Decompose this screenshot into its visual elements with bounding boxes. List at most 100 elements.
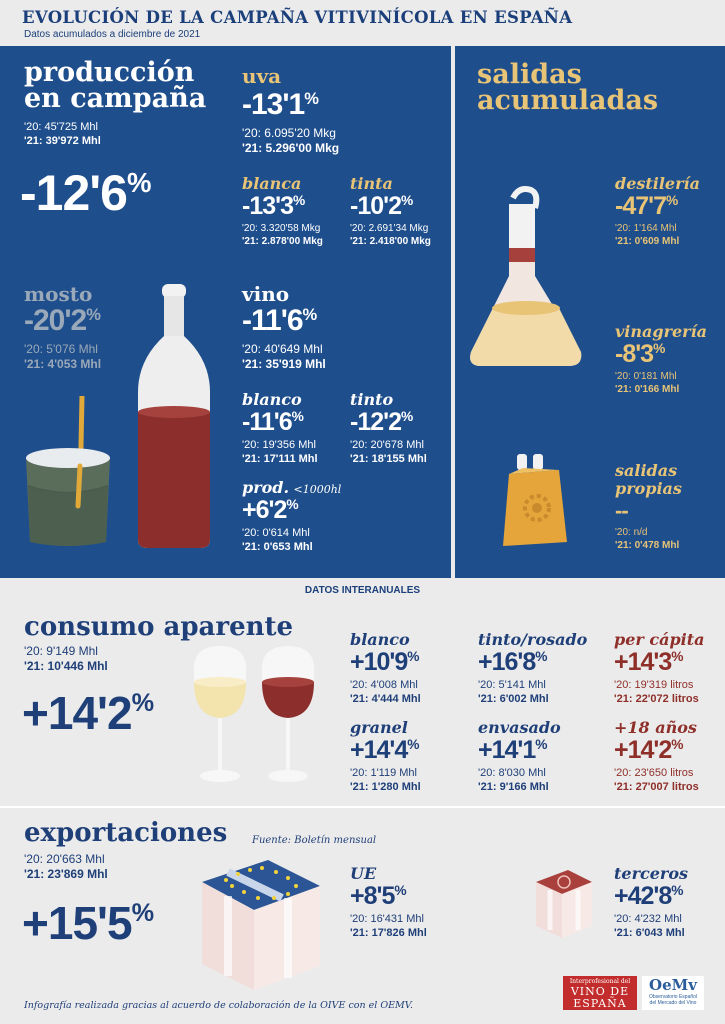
mosto-glass-illustration [26, 396, 110, 546]
consumo-blanco-y21: '21: 4'444 Mhl [350, 693, 421, 705]
pct-sign: % [304, 89, 319, 108]
granel-label: granel [350, 718, 408, 737]
pct-sign: % [394, 883, 406, 899]
pct-sign: % [653, 341, 665, 357]
section-divider [0, 806, 725, 808]
mayores18-change-value: +14'2 [614, 736, 672, 764]
vino-blanco-label: blanco [242, 390, 302, 409]
destileria-y21: '21: 0'609 Mhl [615, 236, 680, 247]
vino-change-value: -11'6 [242, 304, 304, 337]
uva-tinta-y20: '20: 2.691'34 Mkg [350, 223, 429, 234]
pct-sign: % [535, 737, 547, 753]
pct-sign: % [400, 193, 413, 209]
oive-logo-line3: ESPAÑA [573, 997, 627, 1010]
wine-glasses-illustration [193, 646, 315, 782]
prod-small-change-value: +6'2 [242, 496, 287, 524]
consumo-tinto-change: +16'8% [478, 648, 548, 677]
exportaciones-y21: '21: 23'869 Mhl [24, 867, 108, 881]
mayores18-change: +14'2% [614, 736, 684, 765]
pct-sign: % [131, 688, 154, 717]
produccion-change-value: -12'6 [20, 165, 128, 221]
distillation-flask-illustration [470, 186, 582, 366]
consumo-tinto-label: tinto/rosado [478, 630, 588, 649]
terceros-box-illustration [536, 870, 592, 938]
pct-sign: % [131, 898, 154, 927]
mosto-label: mosto [24, 282, 93, 306]
consumo-tinto-change-value: +16'8 [478, 648, 536, 676]
pct-sign: % [291, 409, 304, 425]
vino-change: -11'6% [242, 304, 318, 338]
uva-blanca-change-value: -13'3 [242, 192, 294, 220]
vinagreria-change-value: -8'3 [615, 340, 654, 368]
consumo-y21: '21: 10'446 Mhl [24, 659, 108, 673]
pct-sign: % [302, 305, 318, 324]
terceros-y20: '20: 4'232 Mhl [614, 913, 682, 925]
envasado-y20: '20: 8'030 Mhl [478, 767, 546, 779]
consumo-blanco-label: blanco [350, 630, 410, 649]
produccion-y21: '21: 39'972 Mhl [24, 135, 101, 147]
per-capita-change-value: +14'3 [614, 648, 672, 676]
product-bag-illustration [503, 454, 567, 546]
destileria-change-value: -47'7 [615, 192, 667, 220]
pct-sign: % [292, 193, 305, 209]
produccion-panel: producción en campaña '20: 45'725 Mhl '2… [0, 46, 451, 578]
mayores18-y20: '20: 23'650 litros [614, 767, 694, 779]
salidas-propias-label-line1: salidas [615, 461, 678, 480]
ue-y21: '21: 17'826 Mhl [350, 927, 427, 939]
oemv-logo-main: OeMv [649, 976, 697, 994]
uva-blanca-y20: '20: 3.320'58 Mkg [242, 223, 321, 234]
terceros-change: +42'8% [614, 882, 684, 911]
ue-change: +8'5% [350, 882, 407, 911]
vino-blanco-y20: '20: 19'356 Mhl [242, 439, 316, 451]
pct-sign: % [671, 883, 683, 899]
prod-small-label-suffix: <1000hl [293, 483, 342, 496]
granel-y21: '21: 1'280 Mhl [350, 781, 421, 793]
vinagreria-label: vinagrería [615, 322, 708, 341]
vino-tinto-label: tinto [350, 390, 394, 409]
consumo-tinto-y20: '20: 5'141 Mhl [478, 679, 546, 691]
page-subtitle: Datos acumulados a diciembre de 2021 [24, 29, 201, 40]
vino-blanco-y21: '21: 17'111 Mhl [242, 453, 318, 465]
uva-blanca-label: blanca [242, 174, 302, 193]
pct-sign: % [665, 193, 678, 209]
uva-y21: '21: 5.296'00 Mkg [242, 141, 340, 155]
uva-label: uva [242, 64, 282, 88]
oive-logo-line2: VINO DE [570, 985, 630, 998]
prod-small-y21: '21: 0'653 Mhl [242, 541, 313, 553]
oive-logo: Interprofesional del VINO DE ESPAÑA [563, 976, 637, 1010]
exportaciones-change: +15'5% [22, 896, 154, 950]
pct-sign: % [671, 737, 683, 753]
pct-sign: % [407, 737, 419, 753]
vino-y21: '21: 35'919 Mhl [242, 357, 326, 371]
mosto-change: -20'2% [24, 304, 101, 338]
salidas-title: salidas acumuladas [477, 59, 659, 116]
uva-tinta-y21: '21: 2.418'00 Mkg [350, 236, 431, 247]
ue-y20: '20: 16'431 Mhl [350, 913, 424, 925]
pct-sign: % [407, 649, 419, 665]
oive-logo-line1: Interprofesional del [569, 978, 631, 985]
salidas-propias-label-line2: propias [615, 479, 682, 498]
consumo-change-value: +14'2 [22, 687, 133, 739]
salidas-title-line2: acumuladas [477, 84, 659, 116]
per-capita-y20: '20: 19'319 litros [614, 679, 694, 691]
exportaciones-y20: '20: 20'663 Mhl [24, 852, 105, 866]
consumo-tinto-y21: '21: 6'002 Mhl [478, 693, 549, 705]
destileria-label: destilería [615, 174, 700, 193]
consumo-change: +14'2% [22, 686, 154, 740]
vinagreria-y21: '21: 0'166 Mhl [615, 384, 680, 395]
pct-sign: % [86, 305, 101, 324]
uva-tinta-label: tinta [350, 174, 393, 193]
vino-label: vino [242, 282, 290, 306]
salidas-propias-y21: '21: 0'478 Mhl [615, 540, 680, 551]
per-capita-label: per cápita [614, 630, 705, 649]
wine-bottle-illustration [138, 284, 210, 548]
salidas-title-line1: salidas [477, 59, 582, 90]
pct-sign: % [126, 166, 151, 198]
terceros-change-value: +42'8 [614, 882, 672, 910]
pct-sign: % [286, 497, 298, 513]
produccion-change: -12'6% [20, 164, 151, 222]
footer-note: Infografía realizada gracias al acuerdo … [24, 1000, 413, 1011]
granel-change: +14'4% [350, 736, 420, 765]
salidas-propias-y20: '20: n/d [615, 527, 648, 538]
vinagreria-change: -8'3% [615, 340, 665, 369]
